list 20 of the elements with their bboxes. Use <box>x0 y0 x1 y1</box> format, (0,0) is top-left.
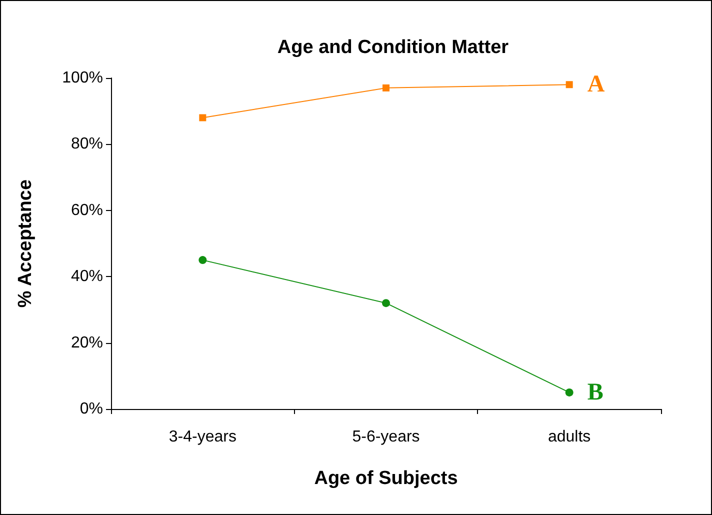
x-tick-label: 3-4-years <box>168 428 236 446</box>
point <box>382 84 390 92</box>
point <box>199 114 206 122</box>
point <box>566 81 573 88</box>
y-tick-label: 100% <box>62 70 103 86</box>
y-axis-title: % Acceptance <box>15 179 36 308</box>
point <box>382 299 390 308</box>
series-label: A <box>587 72 606 98</box>
point <box>198 256 207 264</box>
point <box>565 388 574 396</box>
y-tick-label: 60% <box>70 202 103 219</box>
x-tick-label: 5-6-years <box>352 428 420 446</box>
x-axis-title: Age of Subjects <box>314 468 458 489</box>
y-tick-label: 0% <box>80 400 103 418</box>
chart-title: Age and Condition Matter <box>277 37 510 58</box>
y-tick-label: 20% <box>70 334 103 352</box>
y-tick-label: 80% <box>70 136 103 153</box>
x-tick-label: adults <box>548 428 591 446</box>
y-tick-label: 40% <box>70 268 103 286</box>
series-label: B <box>587 379 604 406</box>
